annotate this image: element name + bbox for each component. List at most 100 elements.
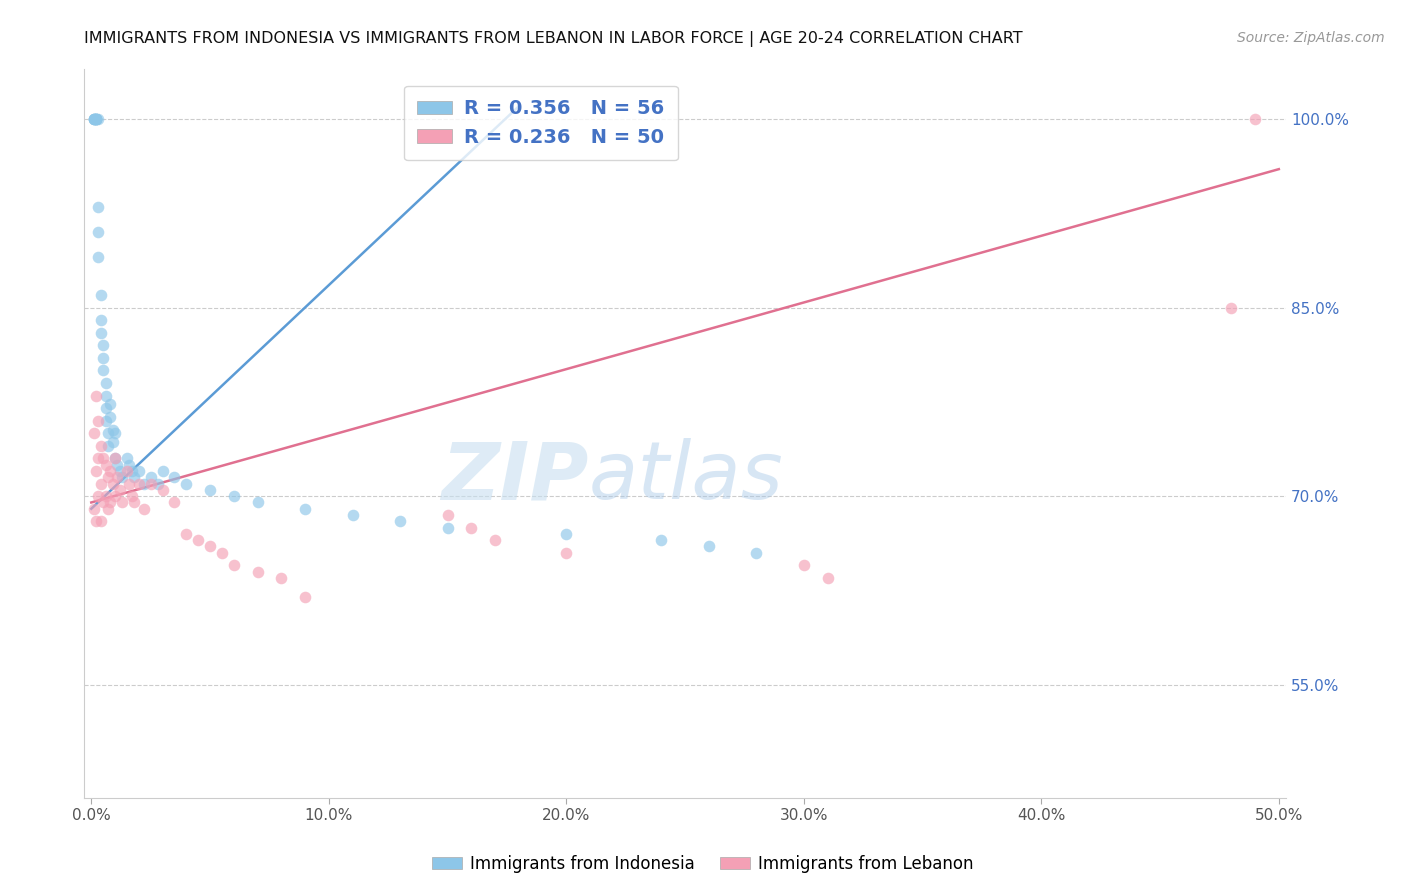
Legend: Immigrants from Indonesia, Immigrants from Lebanon: Immigrants from Indonesia, Immigrants fr… [426,848,980,880]
Point [222,558,245,573]
Point [294,501,316,516]
Point [139,476,162,491]
Point [98,464,121,478]
Point [152,464,174,478]
Point [94,376,117,390]
Point [84,388,107,402]
Point [94,401,117,416]
Point [128,464,150,478]
Point [132,476,155,491]
Point [101,423,124,437]
Point [94,414,117,428]
Point [115,451,138,466]
Point [83,426,105,441]
Point [84,112,107,126]
Text: Source: ZipAtlas.com: Source: ZipAtlas.com [1237,31,1385,45]
Point [98,397,121,411]
Point [90,514,112,528]
Point [84,112,107,126]
Point [94,388,117,402]
Point [97,470,120,484]
Point [90,288,112,302]
Point [1244,112,1267,126]
Point [697,540,720,554]
Point [84,514,107,528]
Text: ZIP: ZIP [441,438,589,516]
Point [436,508,458,522]
Point [118,458,141,472]
Point [817,571,839,585]
Point [187,533,209,548]
Point [108,464,131,478]
Point [174,476,197,491]
Point [83,112,105,126]
Point [555,527,578,541]
Point [211,546,233,560]
Point [484,533,506,548]
Point [650,533,672,548]
Point [460,521,482,535]
Point [342,508,364,522]
Point [793,558,815,573]
Point [98,495,121,509]
Point [108,483,131,497]
Point [87,489,110,503]
Point [90,439,112,453]
Point [104,489,127,503]
Point [84,112,107,126]
Point [111,470,134,484]
Point [83,112,105,126]
Point [246,495,269,509]
Point [97,501,120,516]
Point [115,464,138,478]
Point [745,546,768,560]
Point [87,250,110,264]
Point [87,414,110,428]
Point [555,546,578,560]
Legend: R = 0.356   N = 56, R = 0.236   N = 50: R = 0.356 N = 56, R = 0.236 N = 50 [404,86,678,161]
Point [436,521,458,535]
Point [107,458,129,472]
Point [97,439,120,453]
Point [97,426,120,441]
Point [104,426,127,441]
Point [111,495,134,509]
Point [122,470,145,484]
Text: atlas: atlas [589,438,783,516]
Point [94,489,117,503]
Point [91,351,114,365]
Point [83,112,105,126]
Point [132,501,155,516]
Point [1220,301,1243,315]
Point [163,470,186,484]
Point [163,495,186,509]
Point [90,476,112,491]
Point [121,489,143,503]
Point [87,451,110,466]
Point [152,483,174,497]
Point [104,451,127,466]
Point [270,571,292,585]
Point [118,476,141,491]
Point [83,501,105,516]
Point [84,112,107,126]
Point [294,590,316,604]
Point [98,409,121,424]
Point [222,489,245,503]
Point [87,112,110,126]
Point [122,495,145,509]
Text: IMMIGRANTS FROM INDONESIA VS IMMIGRANTS FROM LEBANON IN LABOR FORCE | AGE 20-24 : IMMIGRANTS FROM INDONESIA VS IMMIGRANTS … [84,31,1024,47]
Point [146,476,169,491]
Point [84,112,107,126]
Point [198,483,221,497]
Point [246,565,269,579]
Point [174,527,197,541]
Point [139,470,162,484]
Point [107,470,129,484]
Point [128,476,150,491]
Point [389,514,412,528]
Point [83,112,105,126]
Point [84,464,107,478]
Point [94,458,117,472]
Point [90,326,112,340]
